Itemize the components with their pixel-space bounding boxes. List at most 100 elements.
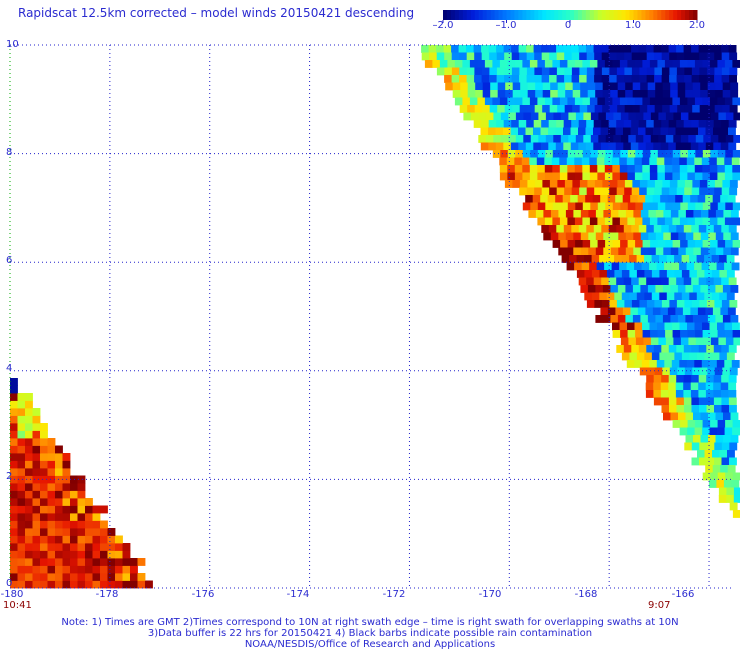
heatmap-cell (693, 247, 702, 256)
heatmap-cell (590, 112, 599, 121)
heatmap-cell (657, 202, 666, 211)
heatmap-cell (641, 262, 650, 271)
heatmap-cell (677, 82, 686, 91)
heatmap-cell (459, 105, 468, 113)
heatmap-cell (603, 247, 612, 256)
heatmap-cell (730, 232, 739, 241)
heatmap-cell (522, 97, 531, 106)
heatmap-cell (10, 393, 18, 401)
heatmap-cell (729, 502, 738, 511)
heatmap-cell (503, 127, 511, 136)
chart-title: Rapidscat 12.5km corrected – model winds… (18, 6, 415, 20)
heatmap-cell (716, 262, 725, 271)
heatmap-cell (85, 520, 93, 529)
heatmap-cell (17, 505, 26, 514)
heatmap-cell (100, 550, 108, 559)
heatmap-cell (473, 120, 482, 128)
heatmap-cell (705, 195, 714, 203)
heatmap-cell (707, 315, 716, 323)
heatmap-cell (605, 112, 614, 121)
heatmap-cell (555, 127, 564, 136)
heatmap-cell (581, 157, 590, 166)
heatmap-cell (732, 97, 740, 106)
heatmap-cell (679, 322, 688, 331)
heatmap-cell (622, 307, 631, 316)
heatmap-cell (628, 337, 637, 346)
heatmap-cell (77, 513, 86, 521)
heatmap-cell (466, 67, 475, 76)
heatmap-cell (675, 307, 684, 316)
heatmap-cell (589, 165, 598, 173)
heatmap-cell (653, 397, 662, 406)
heatmap-cell (17, 453, 26, 461)
heatmap-cell (625, 285, 634, 293)
heatmap-cell (672, 240, 681, 248)
heatmap-cell (624, 105, 633, 113)
heatmap-cell (115, 565, 123, 574)
heatmap-cell (662, 105, 671, 113)
heatmap-cell (610, 232, 619, 241)
heatmap-cell (625, 210, 634, 218)
heatmap-cell (556, 52, 565, 61)
colorbar-segment (454, 10, 460, 20)
heatmap-cell (488, 45, 497, 53)
heatmap-cell (47, 543, 56, 551)
heatmap-cell (25, 573, 33, 581)
heatmap-cell (642, 217, 651, 226)
heatmap-cell (724, 157, 733, 166)
heatmap-cell (659, 292, 668, 301)
heatmap-cell (25, 423, 33, 431)
heatmap-cell (485, 135, 494, 143)
heatmap-cell (685, 210, 694, 218)
colorbar-segment (458, 10, 464, 20)
heatmap-cell (545, 202, 554, 211)
heatmap-cell (723, 232, 732, 241)
heatmap-cell (706, 67, 715, 76)
heatmap-cell (705, 127, 714, 136)
heatmap-cell (591, 255, 600, 263)
heatmap-cell (10, 550, 18, 559)
heatmap-cell (599, 270, 608, 278)
heatmap-cell (565, 247, 574, 256)
heatmap-cell (638, 127, 646, 136)
heatmap-cell (548, 120, 557, 128)
heatmap-cell (608, 127, 616, 136)
heatmap-cell (597, 165, 606, 173)
heatmap-cell (540, 142, 549, 151)
heatmap-cell (657, 150, 666, 158)
heatmap-cell (623, 120, 632, 128)
heatmap-cell (687, 150, 696, 158)
heatmap-cell (481, 45, 489, 53)
heatmap-cell (677, 315, 686, 323)
heatmap-cell (644, 270, 653, 278)
heatmap-cell (32, 460, 41, 469)
heatmap-cell (17, 565, 26, 574)
heatmap-cell (571, 225, 580, 233)
heatmap-cell (17, 460, 26, 469)
heatmap-cell (17, 400, 26, 409)
heatmap-cell (645, 195, 654, 203)
heatmap-cell (25, 550, 33, 559)
heatmap-cell (673, 337, 682, 346)
heatmap-cell (436, 45, 444, 53)
heatmap-cell (705, 142, 714, 151)
heatmap-cell (17, 528, 26, 536)
heatmap-cell (724, 60, 733, 68)
heatmap-cell (691, 75, 700, 83)
heatmap-cell (706, 397, 715, 406)
heatmap-cell (639, 180, 648, 188)
heatmap-cell (702, 472, 711, 481)
heatmap-cell (594, 180, 603, 188)
heatmap-cell (443, 45, 452, 53)
heatmap-cell (451, 75, 460, 83)
heatmap-cell (727, 450, 735, 458)
heatmap-cell (429, 52, 438, 61)
heatmap-cell (507, 172, 516, 181)
heatmap-cell (721, 375, 730, 383)
heatmap-cell (702, 97, 711, 106)
heatmap-cell (47, 580, 56, 589)
heatmap-cell (470, 112, 479, 121)
heatmap-cell (594, 300, 603, 308)
heatmap-cell (55, 535, 63, 544)
heatmap-cell (580, 210, 589, 218)
